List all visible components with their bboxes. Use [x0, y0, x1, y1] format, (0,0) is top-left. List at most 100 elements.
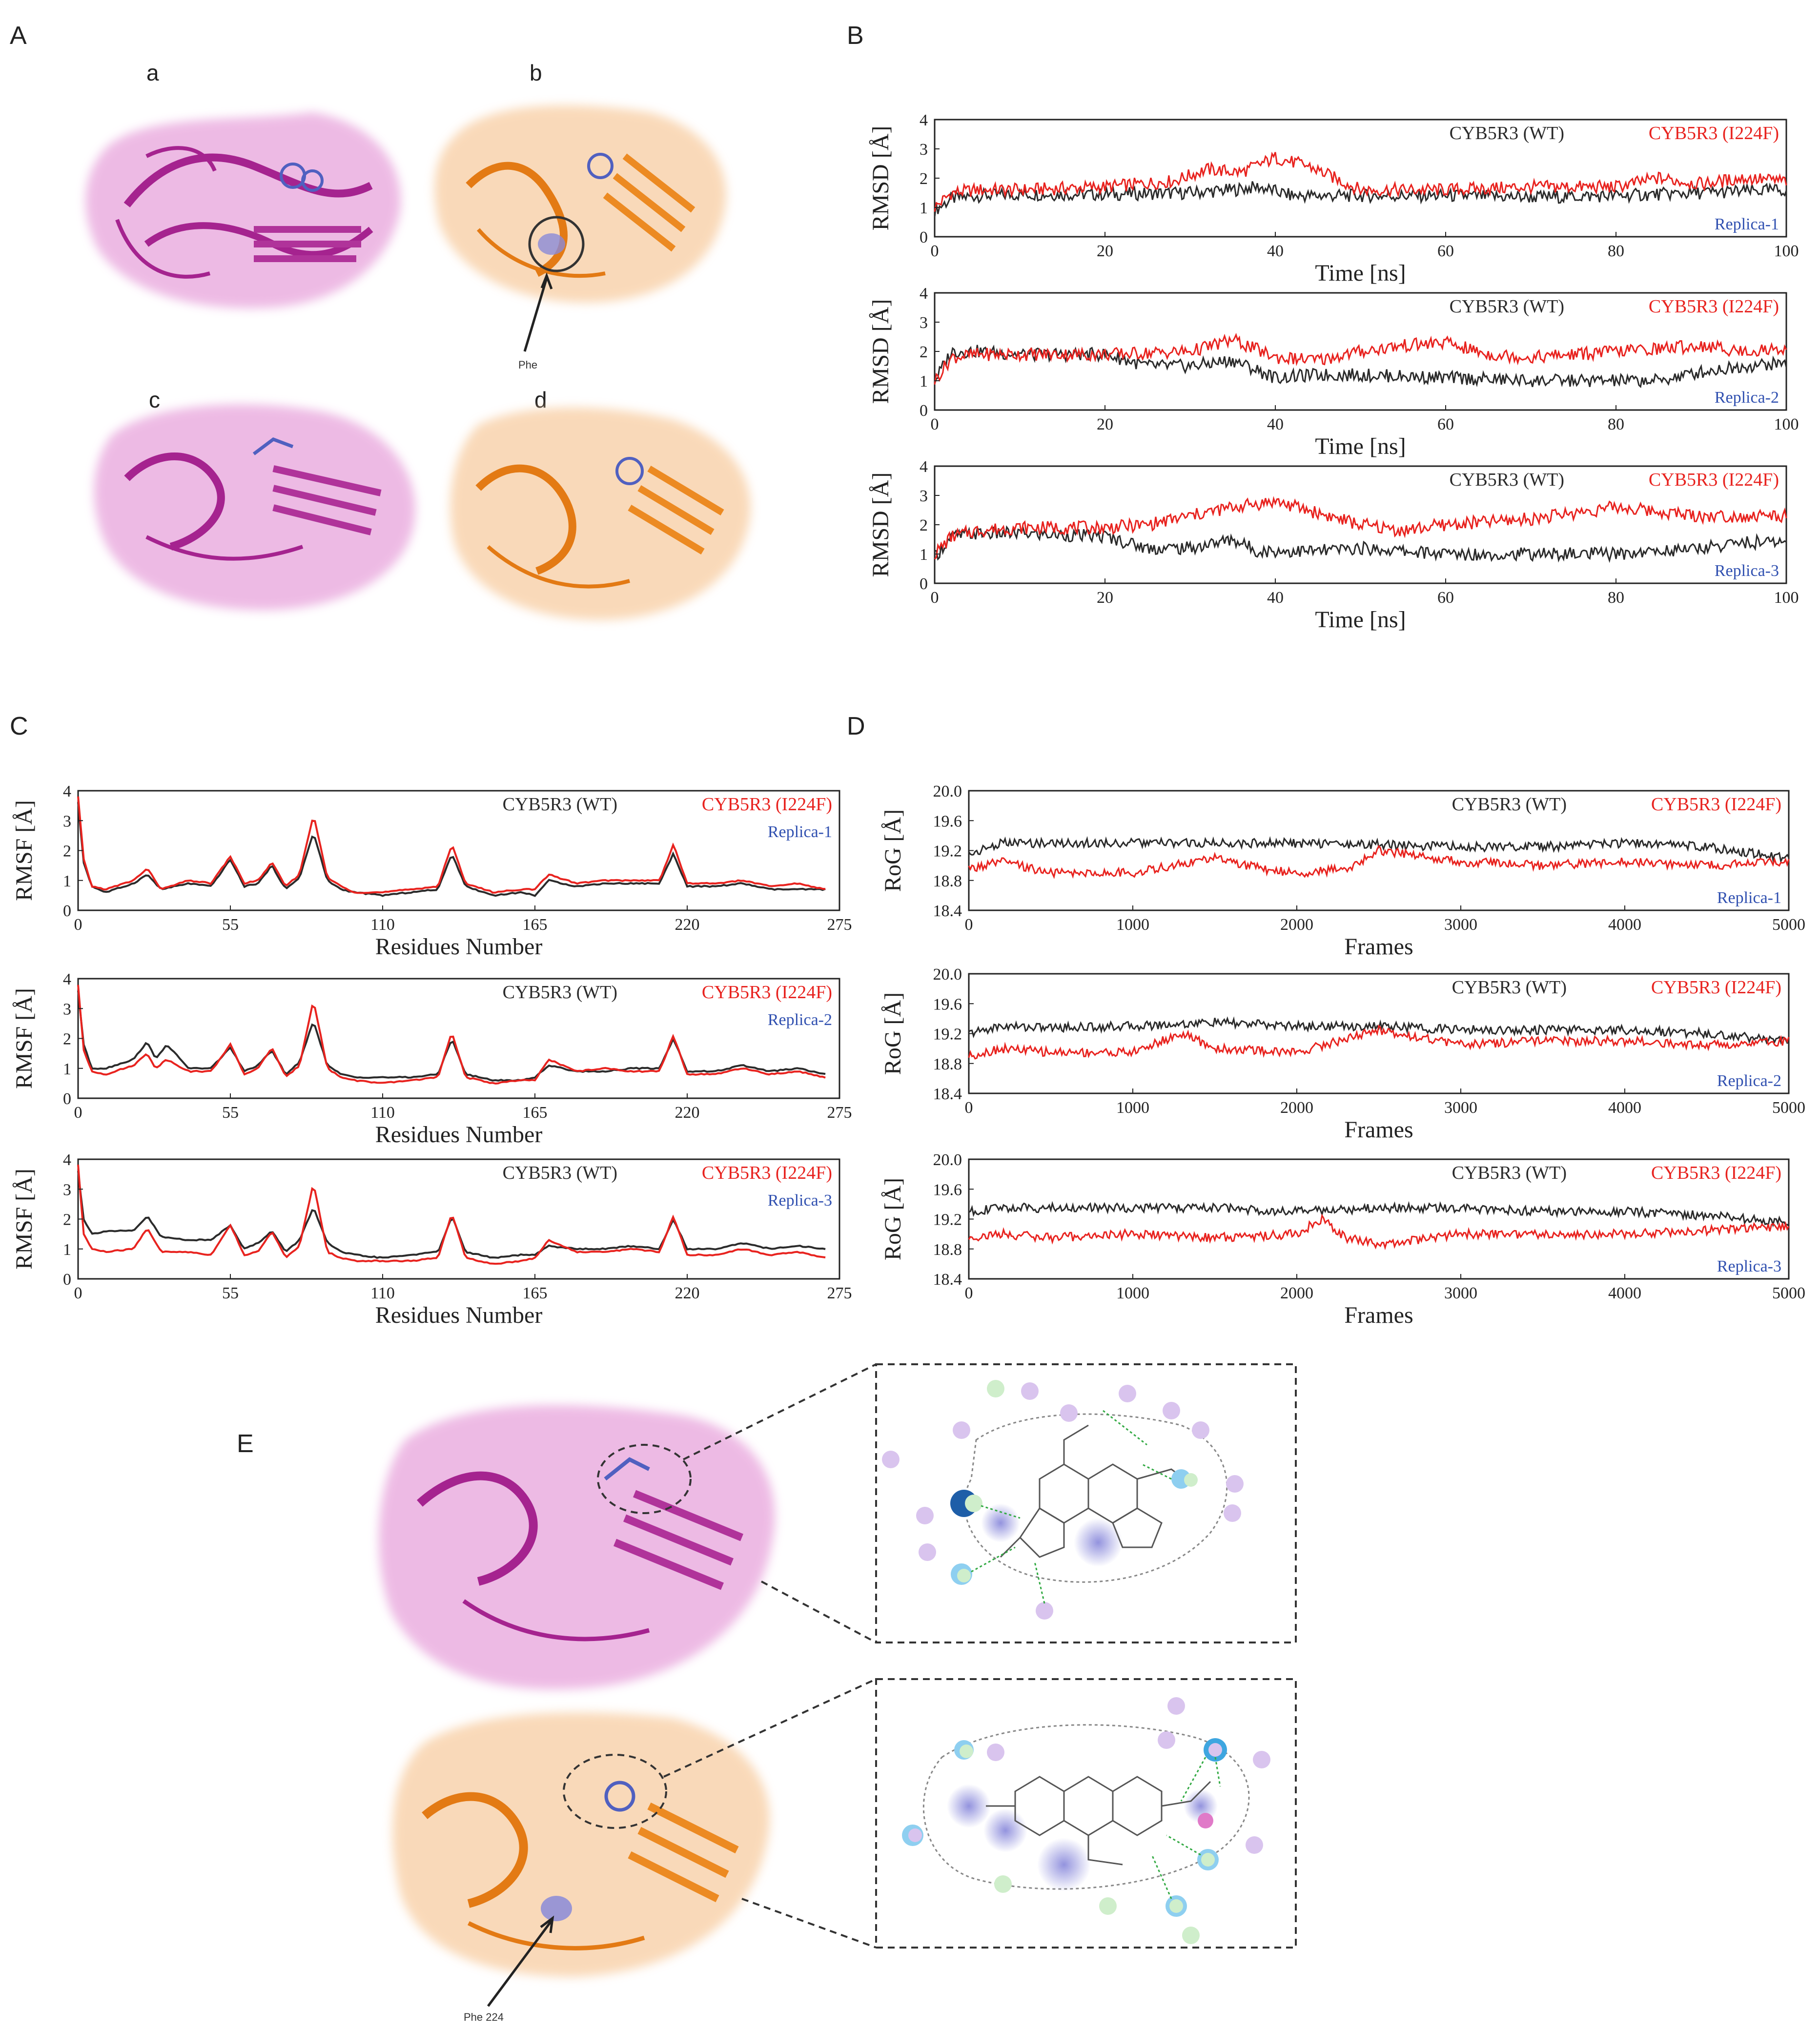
x-axis-label: Residues Number [375, 934, 543, 960]
x-tick-label: 165 [523, 916, 548, 934]
y-tick-label: 4 [920, 285, 928, 303]
protein-structure-d [450, 408, 751, 620]
legend-i224f: CYB5R3 (I224F) [702, 1163, 832, 1183]
legend-i224f: CYB5R3 (I224F) [702, 794, 832, 815]
y-tick-label: 2 [63, 1030, 71, 1048]
legend-i224f: CYB5R3 (I224F) [702, 982, 832, 1003]
series-line-i224f [968, 1024, 1790, 1060]
y-tick-label: 19.6 [933, 995, 962, 1013]
y-tick-label: 19.6 [933, 812, 962, 830]
x-tick-label: 0 [74, 916, 82, 934]
legend-i224f: CYB5R3 (I224F) [1649, 123, 1779, 144]
panel-label-c: C [10, 712, 28, 740]
x-tick-label: 20 [1097, 415, 1113, 433]
legend-wt: CYB5R3 (WT) [503, 1163, 617, 1183]
x-tick-label: 0 [965, 1099, 973, 1117]
legend-wt: CYB5R3 (WT) [503, 794, 617, 815]
x-tick-label: 80 [1608, 242, 1624, 260]
structure-label-c: c [149, 387, 160, 412]
x-axis-label: Time [ns] [1315, 260, 1406, 286]
x-tick-label: 100 [1774, 242, 1799, 260]
x-tick-label: 275 [827, 916, 852, 934]
y-tick-label: 0 [63, 1271, 71, 1289]
x-tick-label: 40 [1267, 242, 1284, 260]
x-axis-label: Residues Number [375, 1122, 543, 1148]
x-tick-label: 3000 [1444, 1099, 1477, 1117]
x-tick-label: 1000 [1116, 916, 1149, 934]
y-tick-label: 3 [920, 141, 928, 159]
chart-b-replica-2: 0 20 40 60 80 100 0 1 2 3 4 Time [ns] RMSD [Å] CYB5R3… [868, 285, 1799, 459]
y-tick-label: 18.8 [933, 1055, 962, 1073]
chart-d-replica-2: 0 1000 2000 3000 4000 5000 18.4 18.8 19.2 19.6 20.… [880, 965, 1805, 1143]
y-tick-label: 2 [920, 343, 928, 361]
series-line-wt [934, 345, 1787, 389]
series-line-i224f [77, 985, 826, 1085]
series-line-i224f [968, 844, 1790, 880]
x-tick-label: 4000 [1608, 1284, 1641, 1302]
legend-i224f: CYB5R3 (I224F) [1649, 470, 1779, 490]
series-line-wt [934, 181, 1787, 217]
interaction-diagram-mutant [875, 1678, 1297, 1949]
y-axis-label: RoG [Å] [880, 1178, 906, 1260]
x-tick-label: 40 [1267, 415, 1284, 433]
protein-structure-e-wt [379, 1405, 775, 1690]
y-tick-label: 19.6 [933, 1181, 962, 1199]
series-line-i224f [968, 1213, 1790, 1251]
y-tick-label: 4 [63, 782, 71, 800]
y-tick-label: 0 [920, 228, 928, 246]
y-tick-label: 3 [63, 812, 71, 830]
x-tick-label: 2000 [1280, 1099, 1313, 1117]
x-tick-label: 80 [1608, 415, 1624, 433]
legend-i224f: CYB5R3 (I224F) [1651, 794, 1781, 815]
x-axis-label: Frames [1344, 934, 1413, 960]
chart-b-replica-1: 0 20 40 60 80 100 0 1 2 3 4 Time [ns] RMSD [Å] CYB5R3… [868, 111, 1799, 286]
x-tick-label: 5000 [1772, 1284, 1805, 1302]
chart-d-replica-1: 0 1000 2000 3000 4000 5000 18.4 18.8 19.2 19.6 20.… [880, 782, 1805, 960]
x-tick-label: 110 [370, 916, 395, 934]
series-line-i224f [934, 332, 1787, 385]
x-tick-label: 0 [965, 1284, 973, 1302]
y-axis-label: RMSD [Å] [868, 126, 894, 231]
y-tick-label: 18.4 [933, 1271, 962, 1289]
y-tick-label: 2 [63, 842, 71, 861]
y-tick-label: 4 [920, 111, 928, 129]
x-tick-label: 60 [1437, 242, 1454, 260]
x-tick-label: 100 [1774, 589, 1799, 607]
residue-circles-wt [882, 1380, 1244, 1620]
structure-label-b: b [530, 60, 542, 85]
x-tick-label: 275 [827, 1104, 852, 1122]
protein-structure-e-mutant: Phe 224 [392, 1712, 770, 2023]
legend-wt: CYB5R3 (WT) [1450, 296, 1564, 317]
y-tick-label: 4 [63, 970, 71, 988]
y-axis-label: RMSF [Å] [11, 800, 37, 901]
protein-structure-a [85, 112, 401, 308]
x-tick-label: 0 [965, 916, 973, 934]
y-tick-label: 0 [920, 402, 928, 420]
replica-label: Replica-1 [1715, 215, 1779, 233]
x-tick-label: 55 [222, 916, 239, 934]
x-tick-label: 110 [370, 1104, 395, 1122]
x-tick-label: 2000 [1280, 916, 1313, 934]
protein-structure-c [94, 404, 415, 610]
structure-label-a: a [146, 60, 159, 85]
interaction-diagram-wt [875, 1363, 1297, 1643]
x-tick-label: 1000 [1116, 1284, 1149, 1302]
y-tick-label: 18.4 [933, 902, 962, 920]
x-tick-label: 60 [1437, 589, 1454, 607]
replica-label: Replica-2 [768, 1011, 832, 1029]
x-tick-label: 20 [1097, 589, 1113, 607]
y-tick-label: 0 [920, 575, 928, 593]
x-axis-label: Residues Number [375, 1302, 543, 1328]
y-tick-label: 1 [63, 1241, 71, 1259]
replica-label: Replica-3 [768, 1191, 832, 1210]
panel-label-b: B [847, 21, 864, 50]
chart-d-replica-3: 0 1000 2000 3000 4000 5000 18.4 18.8 19.2 19.6 20.… [880, 1151, 1805, 1328]
series-line-wt [968, 1201, 1789, 1228]
y-axis-label: RoG [Å] [880, 809, 906, 892]
legend-wt: CYB5R3 (WT) [1450, 470, 1564, 490]
x-axis-label: Frames [1344, 1302, 1413, 1328]
y-tick-label: 18.4 [933, 1085, 962, 1103]
x-tick-label: 165 [523, 1284, 548, 1302]
x-tick-label: 80 [1608, 589, 1624, 607]
